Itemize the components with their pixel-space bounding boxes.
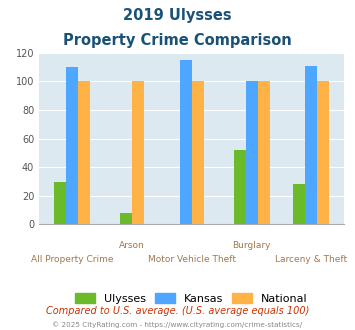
Bar (54, 182, 66, 224)
Bar (180, 60, 192, 224)
Legend: Ulysses, Kansas, National: Ulysses, Kansas, National (71, 288, 312, 308)
Text: All Property Crime: All Property Crime (31, 255, 113, 264)
Text: © 2025 CityRating.com - https://www.cityrating.com/crime-statistics/: © 2025 CityRating.com - https://www.city… (53, 322, 302, 328)
Bar (294, 184, 305, 224)
Text: Property Crime Comparison: Property Crime Comparison (63, 33, 292, 48)
Bar (66, 67, 78, 224)
Text: Compared to U.S. average. (U.S. average equals 100): Compared to U.S. average. (U.S. average … (46, 306, 309, 316)
Bar (234, 150, 246, 224)
Text: Motor Vehicle Theft: Motor Vehicle Theft (148, 255, 236, 264)
Bar (305, 66, 317, 224)
Bar (120, 213, 132, 224)
Bar (257, 82, 269, 224)
Bar (132, 82, 144, 224)
Text: 2019 Ulysses: 2019 Ulysses (123, 8, 232, 23)
Bar (317, 82, 329, 224)
Text: Arson: Arson (119, 241, 145, 250)
Text: Larceny & Theft: Larceny & Theft (275, 255, 348, 264)
Bar (246, 82, 257, 224)
Bar (78, 82, 90, 224)
Text: Burglary: Burglary (232, 241, 271, 250)
Bar (192, 82, 204, 224)
